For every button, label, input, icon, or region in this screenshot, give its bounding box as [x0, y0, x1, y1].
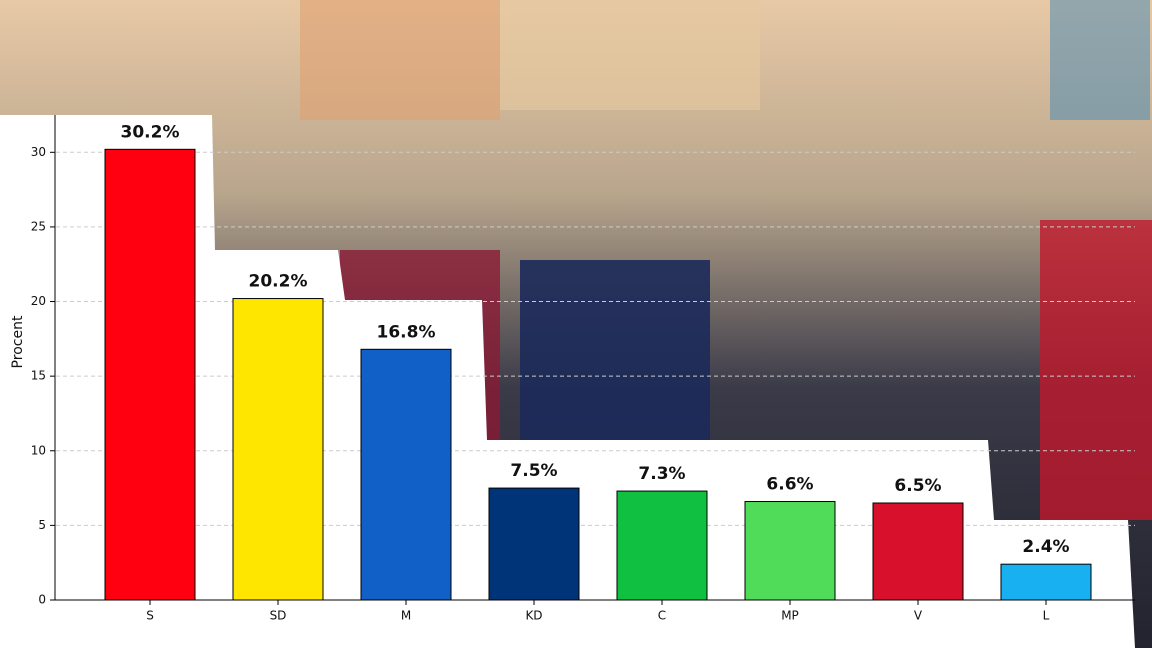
x-tick-label: S [146, 609, 154, 623]
bar [872, 502, 964, 601]
value-label: 30.2% [121, 122, 180, 142]
y-tick-label: 15 [31, 369, 46, 383]
y-tick-label: 5 [38, 518, 46, 532]
x-tick-label: M [401, 609, 411, 623]
person [520, 260, 710, 450]
y-tick-label: 20 [31, 294, 46, 308]
value-label: 20.2% [249, 272, 308, 292]
x-tick-label: V [914, 609, 923, 623]
x-tick-label: MP [781, 609, 799, 623]
bar [104, 148, 196, 601]
building [300, 0, 500, 120]
y-tick-label: 30 [31, 145, 46, 159]
y-axis-label: Procent [10, 315, 26, 368]
value-label: 7.3% [638, 464, 685, 484]
x-tick-label: C [658, 609, 666, 623]
x-tick-label: L [1043, 609, 1050, 623]
building [500, 0, 760, 110]
x-tick-label: SD [270, 609, 287, 623]
person [1040, 220, 1152, 520]
value-label: 7.5% [510, 461, 557, 481]
building [1050, 0, 1150, 120]
bar [744, 501, 836, 601]
y-tick-label: 10 [31, 443, 46, 457]
value-label: 6.6% [766, 475, 813, 495]
value-label: 6.5% [894, 476, 941, 496]
bar [232, 298, 324, 601]
bar [1000, 563, 1092, 601]
y-tick-label: 25 [31, 219, 46, 233]
value-label: 16.8% [377, 322, 436, 342]
x-tick-label: KD [525, 609, 542, 623]
value-label: 2.4% [1022, 537, 1069, 557]
bar [360, 348, 452, 601]
y-tick-label: 0 [38, 593, 46, 607]
bar [616, 490, 708, 601]
bar [488, 487, 580, 601]
